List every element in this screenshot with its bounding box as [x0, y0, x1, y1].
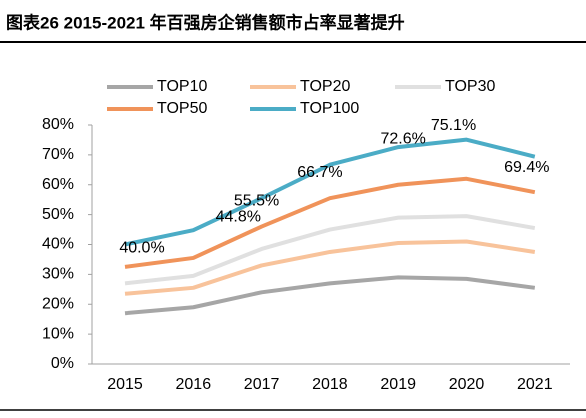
series-line	[124, 137, 536, 247]
data-label: 55.5%	[234, 192, 279, 209]
y-tick-label: 20%	[42, 295, 74, 312]
legend-label: TOP50	[157, 100, 208, 117]
x-tick-label: 2019	[380, 376, 416, 393]
y-tick-label: 10%	[42, 325, 74, 342]
chart-title: 图表26 2015-2021 年百强房企销售额市占率显著提升	[6, 12, 405, 32]
x-tick-label: 2018	[312, 376, 348, 393]
data-label: 66.7%	[297, 164, 342, 181]
y-tick-label: 40%	[42, 236, 74, 253]
data-label: 72.6%	[381, 130, 426, 147]
x-tick-label: 2016	[176, 376, 212, 393]
y-tick-label: 80%	[42, 116, 74, 133]
legend-label: TOP100	[300, 100, 359, 117]
series-line	[124, 176, 536, 269]
y-tick-label: 50%	[42, 206, 74, 223]
data-label: 69.4%	[504, 159, 549, 176]
data-label: 40.0%	[119, 240, 164, 257]
data-label: 44.8%	[216, 208, 261, 225]
x-tick-label: 2017	[244, 376, 280, 393]
legend-label: TOP20	[300, 78, 351, 95]
x-tick-label: 2021	[517, 376, 553, 393]
y-tick-label: 0%	[51, 355, 74, 372]
y-tick-label: 70%	[42, 146, 74, 163]
data-label: 75.1%	[431, 117, 476, 134]
legend-label: TOP10	[157, 78, 208, 95]
series-line	[124, 214, 536, 286]
series-line	[124, 239, 536, 296]
y-tick-label: 60%	[42, 176, 74, 193]
x-tick-label: 2015	[107, 376, 143, 393]
y-tick-label: 30%	[42, 266, 74, 283]
legend-label: TOP30	[445, 78, 496, 95]
series-line	[124, 275, 536, 316]
x-tick-label: 2020	[449, 376, 485, 393]
